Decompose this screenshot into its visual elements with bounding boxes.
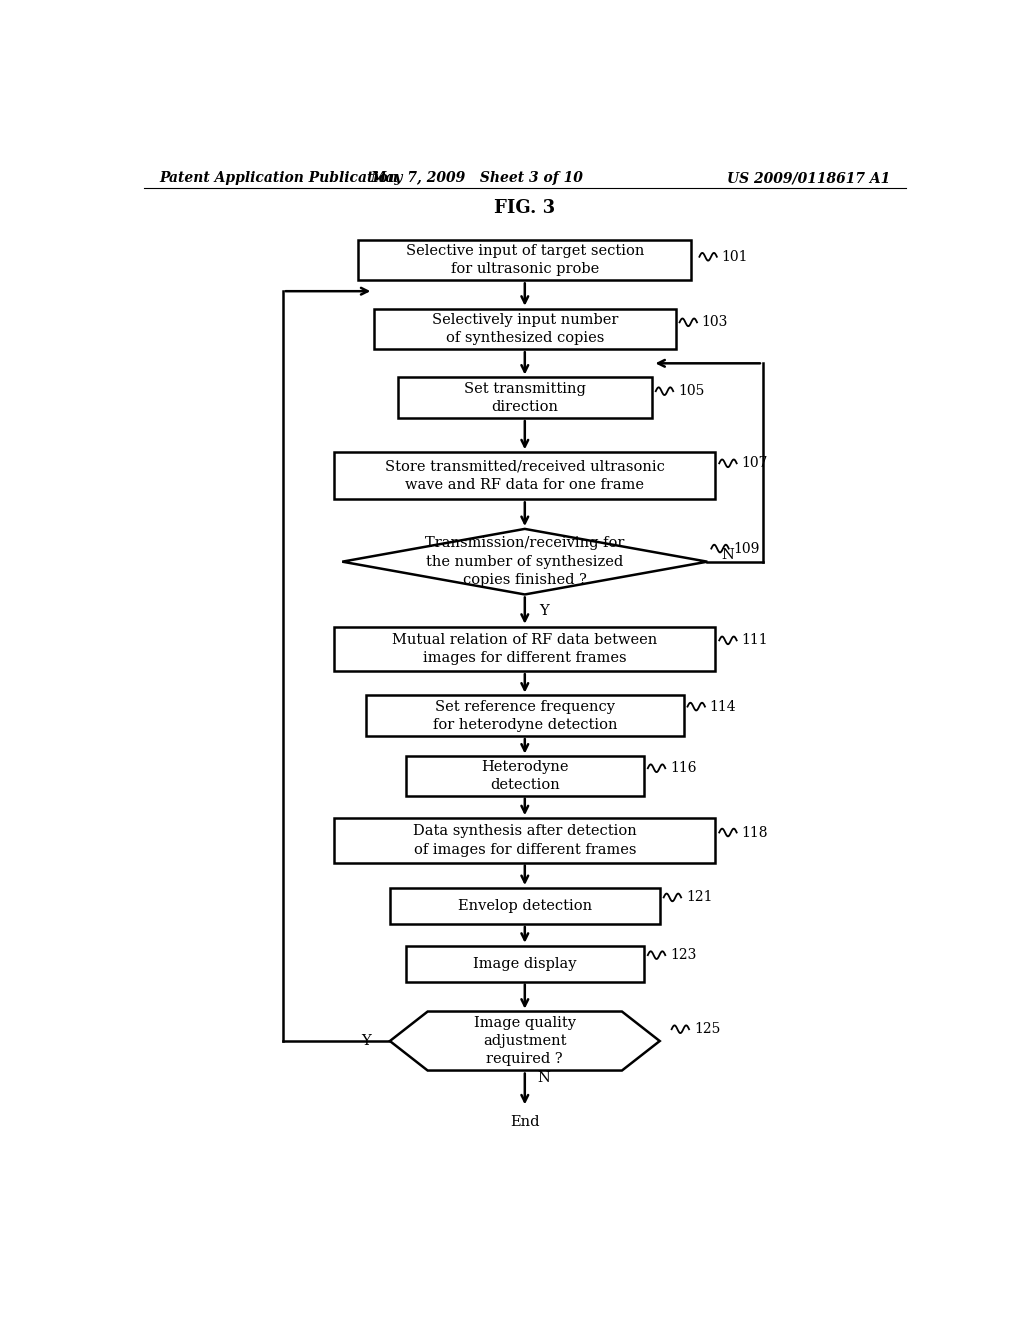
Text: 103: 103 <box>701 315 728 329</box>
FancyBboxPatch shape <box>374 309 676 350</box>
Text: 121: 121 <box>686 891 713 904</box>
FancyBboxPatch shape <box>334 627 715 671</box>
Text: Patent Application Publication: Patent Application Publication <box>160 172 398 185</box>
Text: 109: 109 <box>733 541 760 556</box>
Text: 111: 111 <box>741 634 768 647</box>
Text: Transmission/receiving for
the number of synthesized
copies finished ?: Transmission/receiving for the number of… <box>425 536 625 587</box>
Text: Set reference frequency
for heterodyne detection: Set reference frequency for heterodyne d… <box>432 700 617 733</box>
Text: Selective input of target section
for ultrasonic probe: Selective input of target section for ul… <box>406 244 644 276</box>
Text: Data synthesis after detection
of images for different frames: Data synthesis after detection of images… <box>413 824 637 857</box>
Text: Selectively input number
of synthesized copies: Selectively input number of synthesized … <box>431 313 618 345</box>
Text: 101: 101 <box>722 249 749 264</box>
Text: Y: Y <box>539 603 549 618</box>
Text: Store transmitted/received ultrasonic
wave and RF data for one frame: Store transmitted/received ultrasonic wa… <box>385 459 665 492</box>
Text: Set transmitting
direction: Set transmitting direction <box>464 381 586 414</box>
Polygon shape <box>342 529 708 594</box>
Text: US 2009/0118617 A1: US 2009/0118617 A1 <box>727 172 890 185</box>
Text: 123: 123 <box>670 948 696 962</box>
Text: FIG. 3: FIG. 3 <box>495 198 555 216</box>
FancyBboxPatch shape <box>406 756 644 796</box>
Text: 107: 107 <box>741 457 768 470</box>
Polygon shape <box>390 1011 659 1071</box>
Text: May 7, 2009   Sheet 3 of 10: May 7, 2009 Sheet 3 of 10 <box>371 172 584 185</box>
Text: N: N <box>538 1072 550 1085</box>
Text: 118: 118 <box>741 825 768 840</box>
Text: 125: 125 <box>694 1022 720 1036</box>
Text: N: N <box>722 548 734 562</box>
FancyBboxPatch shape <box>397 378 651 418</box>
Text: Image quality
adjustment
required ?: Image quality adjustment required ? <box>474 1015 575 1067</box>
Text: Mutual relation of RF data between
images for different frames: Mutual relation of RF data between image… <box>392 632 657 665</box>
Text: 105: 105 <box>678 384 705 399</box>
Text: 116: 116 <box>670 762 696 775</box>
Text: Y: Y <box>361 1034 371 1048</box>
Text: Heterodyne
detection: Heterodyne detection <box>481 760 568 792</box>
Text: Image display: Image display <box>473 957 577 970</box>
FancyBboxPatch shape <box>367 696 684 737</box>
Text: Envelop detection: Envelop detection <box>458 899 592 913</box>
FancyBboxPatch shape <box>334 818 715 863</box>
FancyBboxPatch shape <box>390 888 659 924</box>
Text: 114: 114 <box>710 700 736 714</box>
Text: End: End <box>510 1115 540 1129</box>
FancyBboxPatch shape <box>406 945 644 982</box>
FancyBboxPatch shape <box>334 453 715 499</box>
FancyBboxPatch shape <box>358 240 691 280</box>
